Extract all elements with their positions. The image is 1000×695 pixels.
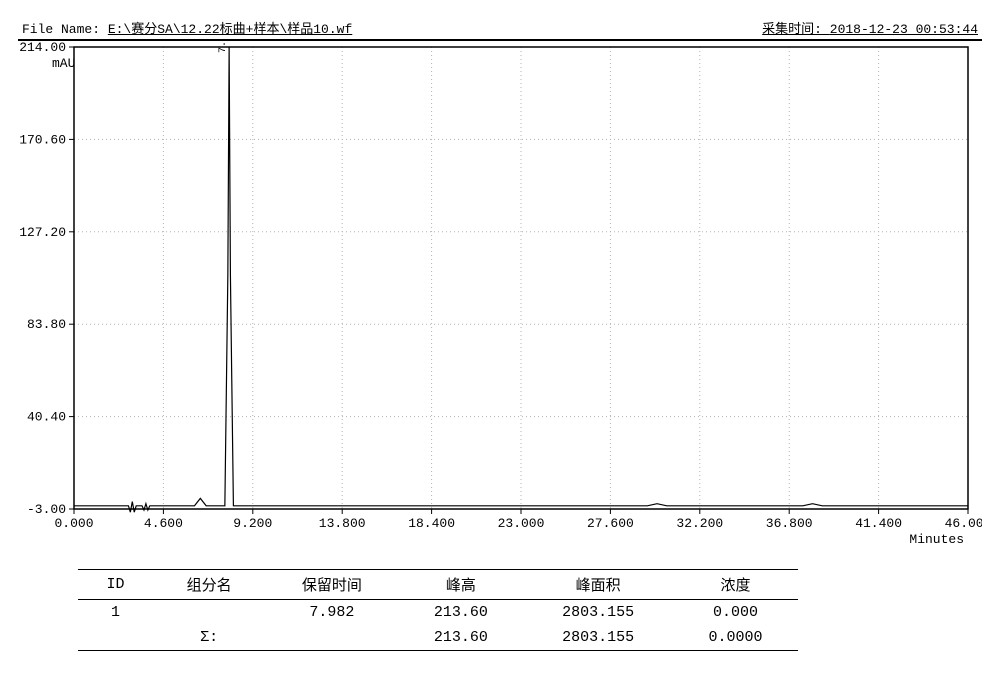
cell: 2803.155: [523, 625, 673, 651]
report-frame: File Name: E:\赛分SA\12.22标曲+样本\样品10.wf 采集…: [18, 18, 982, 677]
svg-text:32.200: 32.200: [676, 516, 723, 531]
cell: 0.000: [673, 600, 798, 626]
timestamp-block: 采集时间: 2018-12-23 00:53:44: [762, 18, 978, 37]
col-rt: 保留时间: [265, 570, 398, 600]
svg-text:13.800: 13.800: [319, 516, 366, 531]
svg-text:170.60: 170.60: [19, 132, 66, 147]
time-label: 采集时间:: [762, 22, 822, 37]
col-height: 峰高: [398, 570, 523, 600]
cell: Σ:: [153, 625, 265, 651]
cell: [265, 625, 398, 651]
svg-text:4.600: 4.600: [144, 516, 183, 531]
col-id: ID: [78, 570, 153, 600]
table-row: 1 7.982 213.60 2803.155 0.000: [78, 600, 798, 626]
file-label: File Name:: [22, 22, 100, 37]
cell: 7.982: [265, 600, 398, 626]
col-name: 组分名: [153, 570, 265, 600]
cell: [78, 625, 153, 651]
svg-text:127.20: 127.20: [19, 225, 66, 240]
cell: 0.0000: [673, 625, 798, 651]
table-row: Σ: 213.60 2803.155 0.0000: [78, 625, 798, 651]
svg-text:40.40: 40.40: [27, 410, 66, 425]
svg-text:27.600: 27.600: [587, 516, 634, 531]
peak-table-wrap: ID 组分名 保留时间 峰高 峰面积 浓度 1 7.982 213.60 280…: [18, 569, 982, 651]
header-bar: File Name: E:\赛分SA\12.22标曲+样本\样品10.wf 采集…: [18, 18, 982, 41]
cell: 213.60: [398, 625, 523, 651]
svg-text:41.400: 41.400: [855, 516, 902, 531]
svg-text:23.000: 23.000: [498, 516, 545, 531]
cell: 2803.155: [523, 600, 673, 626]
peak-table: ID 组分名 保留时间 峰高 峰面积 浓度 1 7.982 213.60 280…: [78, 569, 798, 651]
svg-text:9.200: 9.200: [233, 516, 272, 531]
svg-text:46.000: 46.000: [945, 516, 982, 531]
svg-text:Minutes: Minutes: [909, 532, 964, 547]
svg-text:7.982: 7.982: [218, 41, 229, 53]
col-area: 峰面积: [523, 570, 673, 600]
col-conc: 浓度: [673, 570, 798, 600]
svg-text:mAU: mAU: [52, 56, 75, 71]
svg-text:0.000: 0.000: [54, 516, 93, 531]
chromatogram-chart: 0.000 4.600 9.200 13.800 18.400 23.000 27.600 3…: [18, 41, 982, 551]
chart-svg: 0.000 4.600 9.200 13.800 18.400 23.000 27.600 3…: [18, 41, 982, 551]
svg-text:83.80: 83.80: [27, 317, 66, 332]
file-path: E:\赛分SA\12.22标曲+样本\样品10.wf: [108, 22, 352, 37]
table-header-row: ID 组分名 保留时间 峰高 峰面积 浓度: [78, 570, 798, 600]
svg-text:214.00: 214.00: [19, 41, 66, 55]
file-name-block: File Name: E:\赛分SA\12.22标曲+样本\样品10.wf: [22, 18, 352, 37]
svg-text:-3.00: -3.00: [27, 502, 66, 517]
svg-text:36.800: 36.800: [766, 516, 813, 531]
cell: 213.60: [398, 600, 523, 626]
time-value: 2018-12-23 00:53:44: [830, 22, 978, 37]
cell: [153, 600, 265, 626]
svg-text:18.400: 18.400: [408, 516, 455, 531]
cell: 1: [78, 600, 153, 626]
